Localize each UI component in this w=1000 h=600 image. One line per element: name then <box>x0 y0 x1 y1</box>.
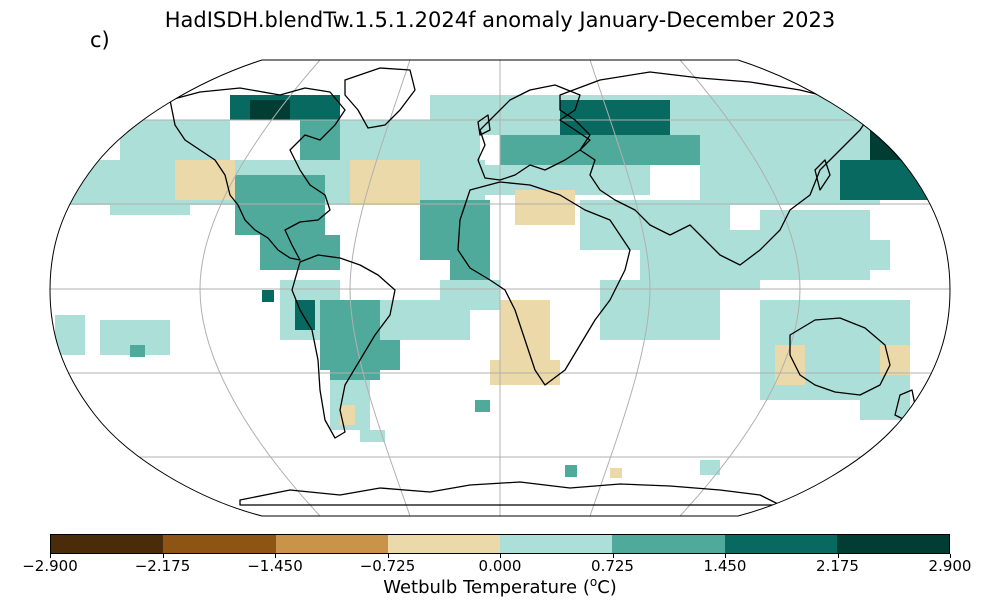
colorbar-segment <box>500 535 613 553</box>
robinson-map <box>49 59 951 517</box>
anomaly-cell <box>120 120 230 160</box>
colorbar-tick-label: 0.000 <box>478 557 522 575</box>
colorbar-tick-label: −2.900 <box>22 557 78 575</box>
anomaly-cell <box>515 190 575 225</box>
north-america-coast <box>169 87 346 261</box>
asia-coast <box>559 71 871 266</box>
anomaly-cell <box>480 95 880 135</box>
colorbar-segment <box>163 535 276 553</box>
anomaly-cell <box>350 160 420 205</box>
anomaly-cell <box>600 280 720 340</box>
anomaly-grid-cells <box>55 95 930 478</box>
colorbar-tick-mark <box>837 554 839 558</box>
graticule <box>50 60 950 516</box>
anomaly-cell <box>500 135 700 165</box>
colorbar-segment <box>612 535 725 553</box>
anomaly-cell <box>560 100 670 135</box>
colorbar-segment <box>51 535 164 553</box>
europe-coast <box>477 84 591 181</box>
antarctica-coast <box>239 481 781 506</box>
colorbar-tick-mark <box>950 554 951 558</box>
colorbar-tick-mark <box>612 554 614 558</box>
colorbar-label: Wetbulb Temperature (oC) <box>383 575 617 598</box>
anomaly-cell <box>175 160 235 200</box>
south-america-coast <box>291 254 396 439</box>
anomaly-cell <box>475 400 490 412</box>
anomaly-cell <box>340 405 355 425</box>
anomaly-cell <box>262 290 274 302</box>
anomaly-cell <box>700 460 720 475</box>
anomaly-cell <box>260 235 340 270</box>
japan-coast <box>814 159 831 191</box>
anomaly-cell <box>55 315 85 355</box>
anomaly-cell <box>235 175 325 235</box>
colorbar-tick-mark <box>162 554 164 558</box>
anomaly-cell <box>130 345 145 357</box>
anomaly-cell <box>610 468 622 478</box>
anomaly-cell <box>500 300 550 370</box>
colorbar-tick-mark <box>725 554 726 558</box>
anomaly-cell <box>440 280 500 310</box>
colorbar-tick-mark <box>500 554 501 558</box>
colorbar-tick-mark <box>50 554 51 558</box>
colorbar-tick-label: 0.725 <box>591 557 634 575</box>
colorbar <box>50 534 950 554</box>
anomaly-cell <box>250 100 290 120</box>
colorbar-tick-label: 2.175 <box>816 557 859 575</box>
panel-label: c) <box>90 28 110 52</box>
anomaly-cell <box>360 430 385 442</box>
colorbar-tick-label: −1.450 <box>247 557 303 575</box>
colorbar-tick-label: 2.900 <box>928 557 972 575</box>
anomaly-cell <box>850 240 890 270</box>
colorbar-segment <box>836 535 949 553</box>
uk-coast <box>477 114 491 136</box>
coastlines <box>169 67 916 506</box>
anomaly-cell <box>860 395 910 420</box>
anomaly-cell <box>565 465 577 477</box>
colorbar-segment <box>387 535 500 553</box>
colorbar-segment <box>275 535 388 553</box>
anomaly-cell <box>330 340 380 380</box>
australia-coast <box>789 317 891 396</box>
map-title: HadISDH.blendTw.1.5.1.2024f anomaly Janu… <box>164 8 836 32</box>
colorbar-tick-label: 1.450 <box>703 557 747 575</box>
africa-coast <box>457 181 631 386</box>
colorbar-tick-mark <box>275 554 276 558</box>
colorbar-tick-label: −0.725 <box>359 557 416 575</box>
map-outline <box>49 59 951 517</box>
anomaly-cell <box>840 160 930 200</box>
colorbar-tick-mark <box>387 554 389 558</box>
anomaly-cell <box>295 300 315 330</box>
anomaly-cell <box>880 345 910 375</box>
colorbar-tick-label: −2.175 <box>134 557 191 575</box>
anomaly-cell <box>300 120 345 160</box>
colorbar-segment <box>724 535 837 553</box>
greenland-coast <box>344 67 416 129</box>
anomaly-cell <box>110 195 190 215</box>
